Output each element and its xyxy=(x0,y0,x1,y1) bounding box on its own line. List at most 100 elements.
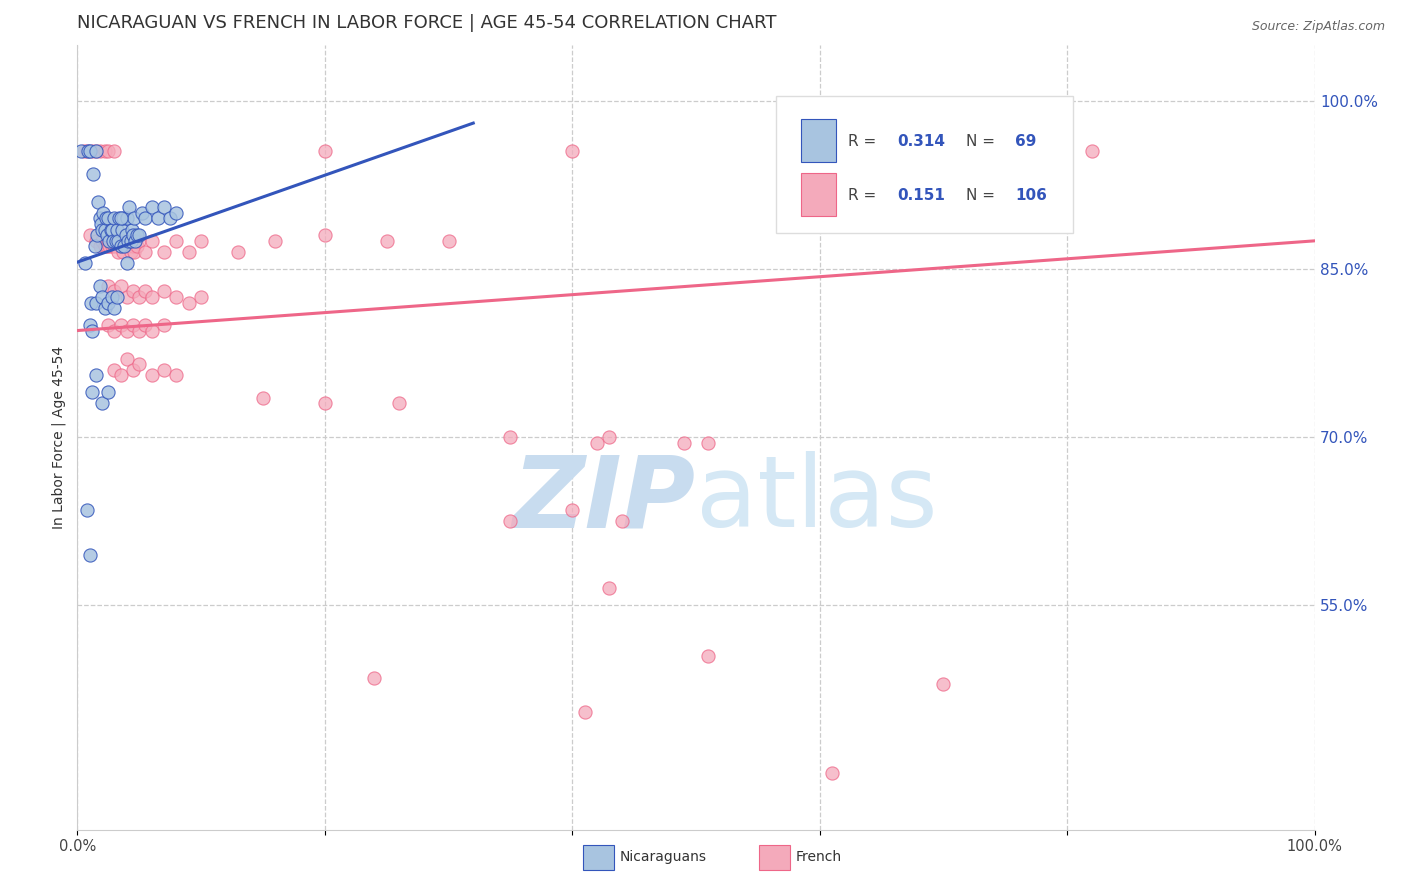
Point xyxy=(1081,144,1104,158)
Point xyxy=(190,234,212,248)
Text: 106: 106 xyxy=(1015,188,1047,202)
Point xyxy=(821,766,844,780)
Point xyxy=(89,278,111,293)
Point xyxy=(190,290,212,304)
Point xyxy=(141,234,163,248)
Point xyxy=(103,211,125,226)
Point xyxy=(117,239,139,253)
Point xyxy=(388,396,411,410)
Point xyxy=(363,671,385,685)
Point xyxy=(93,144,115,158)
Point xyxy=(252,391,274,405)
Point xyxy=(98,234,121,248)
Point xyxy=(105,239,128,253)
Point xyxy=(165,290,187,304)
Bar xyxy=(801,120,835,162)
Point xyxy=(153,363,176,377)
Y-axis label: In Labor Force | Age 45-54: In Labor Force | Age 45-54 xyxy=(52,345,66,529)
Point xyxy=(80,295,103,310)
Point xyxy=(79,548,101,562)
Point xyxy=(134,245,156,260)
Point xyxy=(159,211,181,226)
Point xyxy=(120,245,142,260)
Point xyxy=(574,705,596,719)
Point xyxy=(226,245,249,260)
Point xyxy=(73,256,96,270)
Point xyxy=(103,239,125,253)
Point xyxy=(98,239,121,253)
Point xyxy=(91,206,114,220)
Point xyxy=(103,285,125,299)
Point xyxy=(124,234,146,248)
Point xyxy=(114,228,136,243)
Point xyxy=(499,514,522,528)
Point xyxy=(112,234,135,248)
Point xyxy=(115,351,138,366)
Point xyxy=(122,228,145,243)
Point xyxy=(105,222,128,236)
Point xyxy=(96,239,118,253)
Point xyxy=(598,582,620,596)
Point xyxy=(100,222,122,236)
Point xyxy=(122,318,145,332)
Point xyxy=(93,239,115,253)
Point xyxy=(314,228,336,243)
Point xyxy=(177,295,200,310)
Point xyxy=(110,239,132,253)
Point xyxy=(932,677,955,691)
Point xyxy=(110,211,132,226)
Point xyxy=(375,234,398,248)
Point xyxy=(104,234,127,248)
Point xyxy=(93,222,115,236)
Point xyxy=(91,234,114,248)
Point xyxy=(112,245,135,260)
Point xyxy=(122,211,145,226)
Point xyxy=(112,211,135,226)
Text: Source: ZipAtlas.com: Source: ZipAtlas.com xyxy=(1251,20,1385,33)
FancyBboxPatch shape xyxy=(776,95,1073,233)
Point xyxy=(89,144,111,158)
Point xyxy=(108,211,131,226)
Point xyxy=(110,239,132,253)
Point xyxy=(105,290,128,304)
Point xyxy=(91,290,114,304)
Point xyxy=(672,435,695,450)
Point xyxy=(141,368,163,383)
Point xyxy=(97,144,120,158)
Point xyxy=(122,239,145,253)
Text: 0.314: 0.314 xyxy=(897,134,946,149)
Text: R =: R = xyxy=(848,134,882,149)
Text: 0.151: 0.151 xyxy=(897,188,945,202)
Point xyxy=(120,234,142,248)
Point xyxy=(82,167,104,181)
Text: Nicaraguans: Nicaraguans xyxy=(620,850,707,864)
Point xyxy=(118,200,141,214)
Point xyxy=(70,144,93,158)
Point xyxy=(90,217,112,231)
Point xyxy=(83,239,105,253)
Point xyxy=(108,234,131,248)
Point xyxy=(697,435,720,450)
Point xyxy=(97,295,120,310)
Point xyxy=(107,245,129,260)
Point xyxy=(586,435,609,450)
Point xyxy=(314,144,336,158)
Point xyxy=(79,228,101,243)
Point xyxy=(125,239,148,253)
Point xyxy=(87,194,110,209)
Point xyxy=(76,144,98,158)
Point xyxy=(110,368,132,383)
Point xyxy=(84,295,107,310)
Point xyxy=(115,234,138,248)
Point xyxy=(128,324,150,338)
Point xyxy=(697,648,720,663)
Point xyxy=(103,301,125,315)
Point xyxy=(97,318,120,332)
Point xyxy=(82,324,104,338)
Point xyxy=(165,206,187,220)
Point xyxy=(128,357,150,371)
Bar xyxy=(801,172,835,216)
Point xyxy=(91,222,114,236)
Text: atlas: atlas xyxy=(696,451,938,549)
Point xyxy=(89,239,111,253)
